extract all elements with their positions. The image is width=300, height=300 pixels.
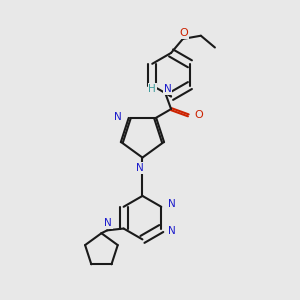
Text: N: N [104, 218, 112, 229]
Text: O: O [180, 28, 188, 38]
Text: N: N [168, 226, 176, 236]
Text: N: N [164, 84, 172, 94]
Text: N: N [114, 112, 122, 122]
Text: O: O [194, 110, 203, 120]
Text: H: H [148, 84, 156, 94]
Text: N: N [168, 199, 176, 209]
Text: N: N [136, 163, 144, 173]
